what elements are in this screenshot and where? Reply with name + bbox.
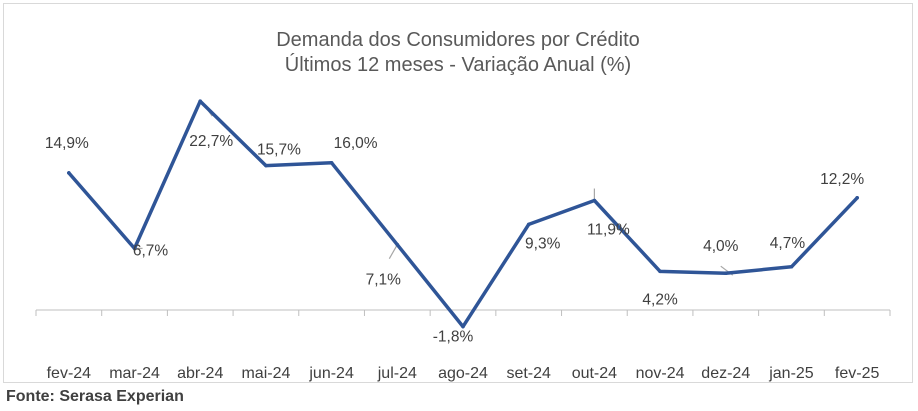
data-label: 16,0% <box>334 135 378 152</box>
x-axis <box>35 309 891 316</box>
data-point <box>592 198 597 203</box>
x-tick-label: mai-24 <box>241 365 290 382</box>
data-label: 12,2% <box>820 171 864 188</box>
data-point <box>67 171 71 175</box>
x-tick-label: fev-24 <box>47 365 92 382</box>
data-point <box>198 99 203 103</box>
x-tick-label: set-24 <box>506 365 551 382</box>
data-label: 22,7% <box>189 133 233 150</box>
data-point <box>132 246 137 251</box>
data-label: 4,0% <box>703 238 739 255</box>
data-point <box>658 269 662 274</box>
source-note: Fonte: Serasa Experian <box>6 388 184 405</box>
data-label: 9,3% <box>525 235 561 252</box>
data-label: 11,9% <box>587 222 630 239</box>
data-label: 14,9% <box>45 135 89 152</box>
x-tick-label: abr-24 <box>177 365 223 382</box>
x-tick-label: fev-25 <box>835 365 880 382</box>
data-label: 4,7% <box>770 235 806 252</box>
x-tick-label: jan-25 <box>768 365 814 382</box>
x-tick-label: dez-24 <box>701 365 750 382</box>
x-tick-label: jun-24 <box>308 365 354 382</box>
data-label: 6,7% <box>133 242 169 259</box>
data-point <box>526 222 531 227</box>
chart-area: Demanda dos Consumidores por Crédito Últ… <box>3 3 913 383</box>
leader-line <box>388 244 398 259</box>
x-tick-label: jul-24 <box>377 365 417 382</box>
data-labels: 14,9% 6,7% 22,7% 15,7% 16,0% 7,1% -1,8% 9,3% 11,… <box>45 133 864 345</box>
x-tick-label: out-24 <box>572 365 617 382</box>
data-label: -1,8% <box>433 329 474 346</box>
data-label: 15,7% <box>257 142 301 159</box>
x-tick-label: ago-24 <box>438 365 488 382</box>
data-point <box>855 195 859 200</box>
data-point <box>329 161 334 165</box>
data-label: 7,1% <box>366 272 402 289</box>
x-tick-label: nov-24 <box>636 365 685 382</box>
chart-title: Demanda dos Consumidores por Crédito <box>276 29 640 51</box>
data-label: 4,2% <box>642 291 678 308</box>
data-point <box>461 324 465 329</box>
data-point <box>789 264 794 269</box>
data-point <box>395 242 400 247</box>
line-chart: Demanda dos Consumidores por Crédito Últ… <box>35 29 891 382</box>
data-point <box>264 163 268 168</box>
x-tick-labels: fev-24 mar-24 abr-24 mai-24 jun-24 jul-24 ago-… <box>47 365 880 382</box>
series-line-group <box>67 99 859 329</box>
series-line <box>67 99 859 329</box>
leader-lines <box>134 104 734 276</box>
chart-subtitle: Últimos 12 meses - Variação Anual (%) <box>285 53 631 76</box>
x-tick-label: mar-24 <box>109 365 160 382</box>
data-point <box>723 271 728 276</box>
